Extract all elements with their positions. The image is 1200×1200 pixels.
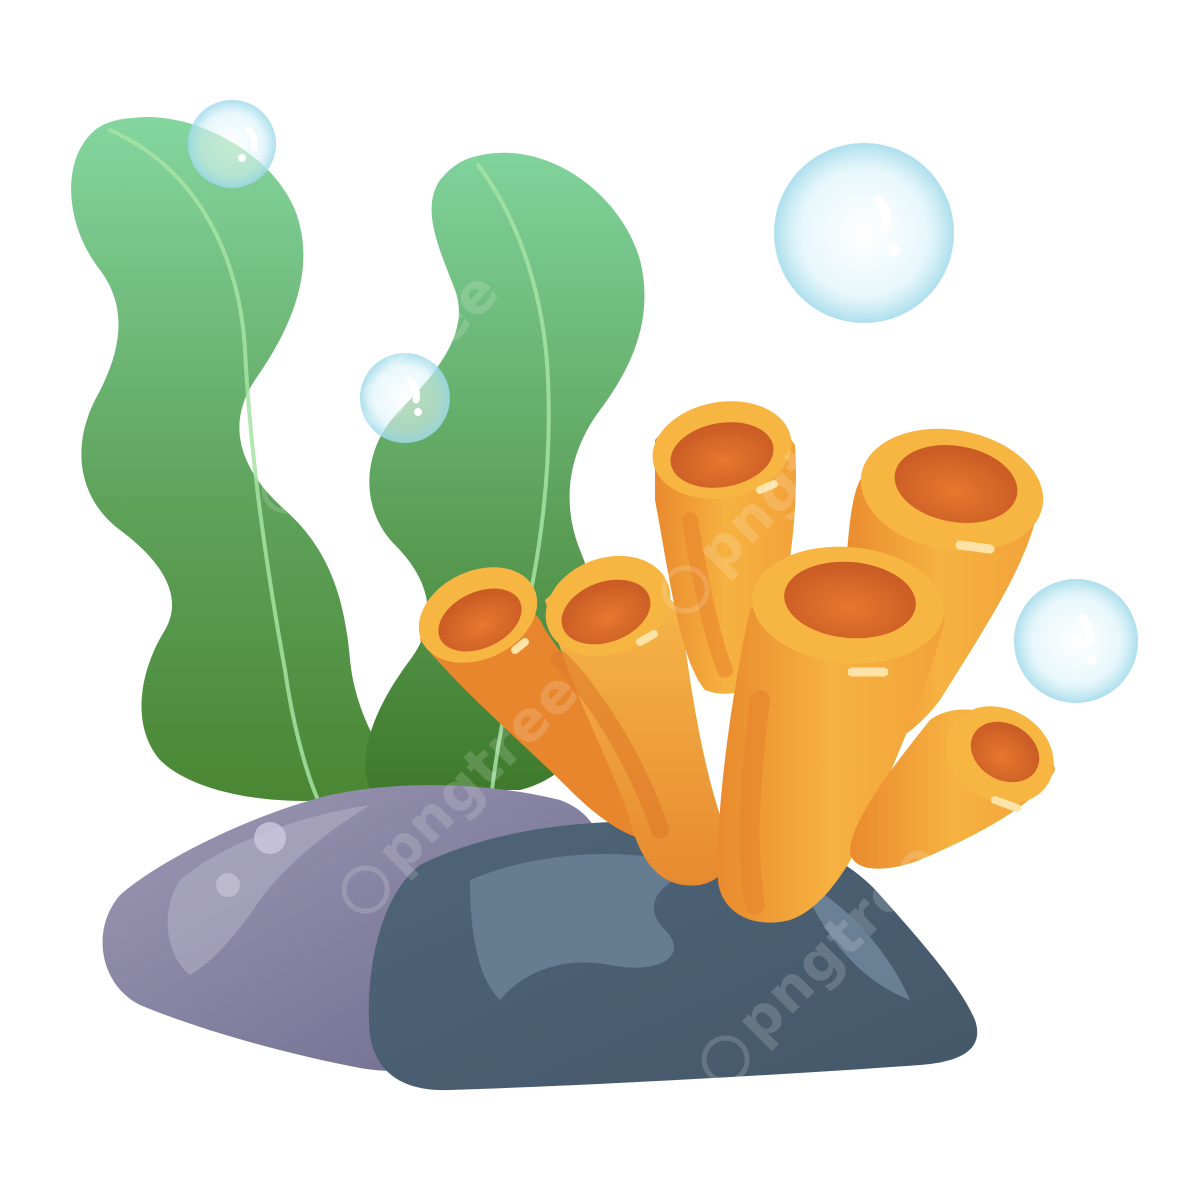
bubble-right xyxy=(1014,579,1138,703)
coral-tube-6 xyxy=(850,706,1055,869)
bubble-mid-left xyxy=(360,353,450,443)
bubble-small-top xyxy=(188,100,276,188)
tube-coral xyxy=(418,401,1055,923)
coral-tube-5 xyxy=(717,546,945,923)
bubble-large xyxy=(774,143,954,323)
bubbles xyxy=(188,100,1138,703)
coral-tube-2 xyxy=(545,555,729,886)
seaweed-left xyxy=(71,116,421,802)
